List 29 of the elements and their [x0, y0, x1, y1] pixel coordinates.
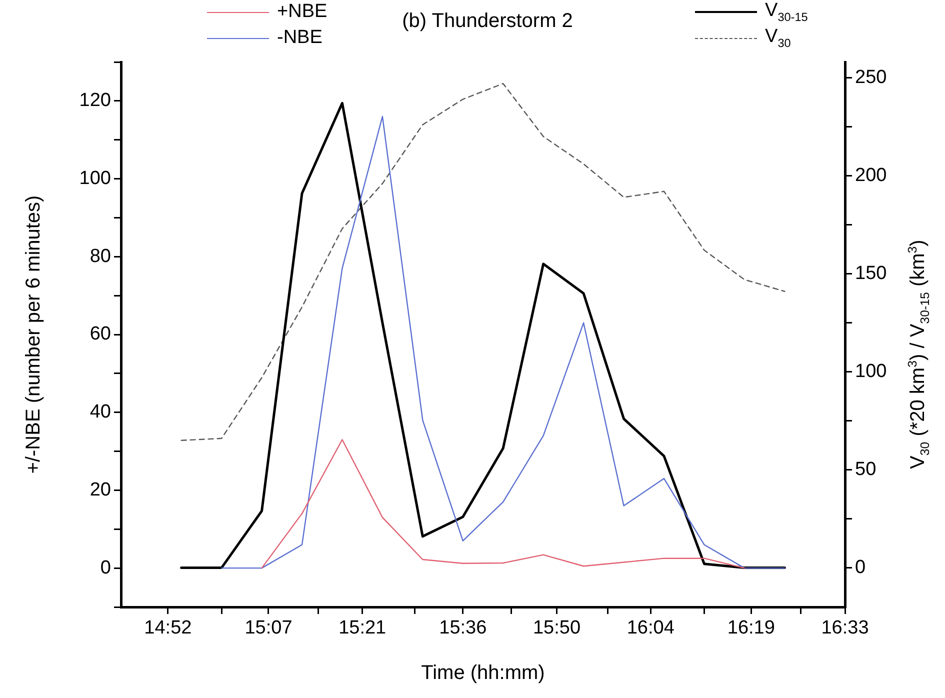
x-tick-label: 16:04: [626, 618, 675, 639]
x-tick-label: 15:36: [439, 618, 487, 639]
x-tick-label: 14:52: [144, 618, 192, 639]
y2-tick-label: 250: [855, 66, 887, 88]
legend-label: V$_{30-15}$: [765, 0, 808, 24]
x-axis-title: Time (hh:mm): [420, 662, 546, 685]
chart-title: (b) Thunderstorm 2: [402, 10, 573, 32]
legend-label: V$_{30}$: [765, 26, 791, 50]
y-tick-label: 100: [79, 168, 111, 190]
legend-label: +NBE: [277, 1, 328, 23]
x-tick-label: 15:50: [532, 618, 580, 639]
y-tick-label: 60: [90, 324, 111, 345]
x-tick-label: 15:21: [338, 618, 386, 639]
x-tick-label: 15:07: [244, 618, 292, 639]
y-tick-label: 120: [79, 90, 111, 112]
y2-tick-label: 0: [855, 557, 866, 578]
y2-tick-label: 50: [855, 459, 876, 480]
y-axis-title: +/-NBE (number per 6 minutes): [22, 195, 46, 474]
y2-tick-label: 100: [855, 360, 887, 382]
y-tick-label: 20: [90, 479, 111, 500]
y-tick-label: 40: [90, 402, 111, 423]
y-tick-label: 80: [90, 246, 111, 267]
x-tick-label: 16:33: [821, 618, 869, 639]
y2-tick-label: 200: [855, 164, 887, 186]
line-series: [180, 82, 786, 441]
y-tick-label: 0: [100, 557, 111, 578]
legend-label: -NBE: [277, 27, 322, 49]
x-tick-label: 16:19: [727, 618, 775, 639]
y2-tick-label: 150: [855, 262, 887, 284]
